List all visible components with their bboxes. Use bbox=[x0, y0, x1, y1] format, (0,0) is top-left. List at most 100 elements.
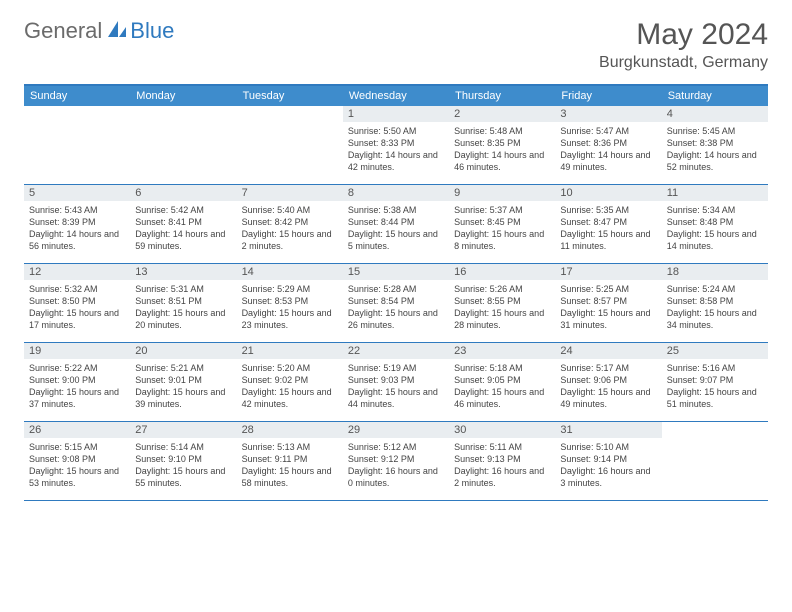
daylight-text: Daylight: 15 hours and 26 minutes. bbox=[348, 307, 444, 331]
day-body: Sunrise: 5:26 AMSunset: 8:55 PMDaylight:… bbox=[449, 280, 555, 336]
sunset-text: Sunset: 9:07 PM bbox=[667, 374, 763, 386]
day-body: Sunrise: 5:15 AMSunset: 9:08 PMDaylight:… bbox=[24, 438, 130, 494]
sunrise-text: Sunrise: 5:12 AM bbox=[348, 441, 444, 453]
day-cell: 12Sunrise: 5:32 AMSunset: 8:50 PMDayligh… bbox=[24, 264, 130, 342]
daylight-text: Daylight: 15 hours and 11 minutes. bbox=[560, 228, 656, 252]
day-cell: 31Sunrise: 5:10 AMSunset: 9:14 PMDayligh… bbox=[555, 422, 661, 500]
sunrise-text: Sunrise: 5:26 AM bbox=[454, 283, 550, 295]
day-cell: 30Sunrise: 5:11 AMSunset: 9:13 PMDayligh… bbox=[449, 422, 555, 500]
sunset-text: Sunset: 9:11 PM bbox=[242, 453, 338, 465]
sunset-text: Sunset: 8:42 PM bbox=[242, 216, 338, 228]
daylight-text: Daylight: 14 hours and 52 minutes. bbox=[667, 149, 763, 173]
sunrise-text: Sunrise: 5:10 AM bbox=[560, 441, 656, 453]
day-body: Sunrise: 5:22 AMSunset: 9:00 PMDaylight:… bbox=[24, 359, 130, 415]
daylight-text: Daylight: 15 hours and 42 minutes. bbox=[242, 386, 338, 410]
day-number: 24 bbox=[555, 343, 661, 359]
day-number bbox=[237, 106, 343, 122]
dayhead: Sunday bbox=[24, 86, 130, 106]
sunrise-text: Sunrise: 5:22 AM bbox=[29, 362, 125, 374]
day-body: Sunrise: 5:31 AMSunset: 8:51 PMDaylight:… bbox=[130, 280, 236, 336]
daylight-text: Daylight: 15 hours and 5 minutes. bbox=[348, 228, 444, 252]
day-body: Sunrise: 5:37 AMSunset: 8:45 PMDaylight:… bbox=[449, 201, 555, 257]
daylight-text: Daylight: 15 hours and 28 minutes. bbox=[454, 307, 550, 331]
week-row: 19Sunrise: 5:22 AMSunset: 9:00 PMDayligh… bbox=[24, 343, 768, 422]
day-number: 5 bbox=[24, 185, 130, 201]
sunset-text: Sunset: 9:12 PM bbox=[348, 453, 444, 465]
day-cell bbox=[24, 106, 130, 184]
day-cell: 21Sunrise: 5:20 AMSunset: 9:02 PMDayligh… bbox=[237, 343, 343, 421]
daylight-text: Daylight: 15 hours and 49 minutes. bbox=[560, 386, 656, 410]
sunset-text: Sunset: 8:55 PM bbox=[454, 295, 550, 307]
daylight-text: Daylight: 16 hours and 2 minutes. bbox=[454, 465, 550, 489]
daylight-text: Daylight: 15 hours and 20 minutes. bbox=[135, 307, 231, 331]
daylight-text: Daylight: 14 hours and 46 minutes. bbox=[454, 149, 550, 173]
day-body: Sunrise: 5:18 AMSunset: 9:05 PMDaylight:… bbox=[449, 359, 555, 415]
day-cell: 9Sunrise: 5:37 AMSunset: 8:45 PMDaylight… bbox=[449, 185, 555, 263]
day-cell: 4Sunrise: 5:45 AMSunset: 8:38 PMDaylight… bbox=[662, 106, 768, 184]
title-block: May 2024 Burgkunstadt, Germany bbox=[599, 18, 768, 72]
daylight-text: Daylight: 14 hours and 59 minutes. bbox=[135, 228, 231, 252]
day-number: 17 bbox=[555, 264, 661, 280]
day-number: 4 bbox=[662, 106, 768, 122]
sunset-text: Sunset: 8:53 PM bbox=[242, 295, 338, 307]
day-number: 22 bbox=[343, 343, 449, 359]
day-number: 3 bbox=[555, 106, 661, 122]
day-number: 26 bbox=[24, 422, 130, 438]
day-number bbox=[662, 422, 768, 438]
daylight-text: Daylight: 16 hours and 3 minutes. bbox=[560, 465, 656, 489]
day-body: Sunrise: 5:29 AMSunset: 8:53 PMDaylight:… bbox=[237, 280, 343, 336]
day-body: Sunrise: 5:11 AMSunset: 9:13 PMDaylight:… bbox=[449, 438, 555, 494]
day-cell: 10Sunrise: 5:35 AMSunset: 8:47 PMDayligh… bbox=[555, 185, 661, 263]
sunrise-text: Sunrise: 5:21 AM bbox=[135, 362, 231, 374]
sunrise-text: Sunrise: 5:48 AM bbox=[454, 125, 550, 137]
day-cell: 11Sunrise: 5:34 AMSunset: 8:48 PMDayligh… bbox=[662, 185, 768, 263]
dayhead: Monday bbox=[130, 86, 236, 106]
sunrise-text: Sunrise: 5:43 AM bbox=[29, 204, 125, 216]
sunset-text: Sunset: 8:58 PM bbox=[667, 295, 763, 307]
day-number: 19 bbox=[24, 343, 130, 359]
day-number: 8 bbox=[343, 185, 449, 201]
dayhead: Thursday bbox=[449, 86, 555, 106]
dayhead: Saturday bbox=[662, 86, 768, 106]
day-body: Sunrise: 5:12 AMSunset: 9:12 PMDaylight:… bbox=[343, 438, 449, 494]
daylight-text: Daylight: 15 hours and 39 minutes. bbox=[135, 386, 231, 410]
sunset-text: Sunset: 8:57 PM bbox=[560, 295, 656, 307]
sunset-text: Sunset: 9:00 PM bbox=[29, 374, 125, 386]
day-cell: 1Sunrise: 5:50 AMSunset: 8:33 PMDaylight… bbox=[343, 106, 449, 184]
day-body: Sunrise: 5:38 AMSunset: 8:44 PMDaylight:… bbox=[343, 201, 449, 257]
sunrise-text: Sunrise: 5:17 AM bbox=[560, 362, 656, 374]
dayhead: Friday bbox=[555, 86, 661, 106]
logo-text-general: General bbox=[24, 18, 102, 44]
week-row: 5Sunrise: 5:43 AMSunset: 8:39 PMDaylight… bbox=[24, 185, 768, 264]
day-cell: 15Sunrise: 5:28 AMSunset: 8:54 PMDayligh… bbox=[343, 264, 449, 342]
week-row: 26Sunrise: 5:15 AMSunset: 9:08 PMDayligh… bbox=[24, 422, 768, 501]
sunrise-text: Sunrise: 5:42 AM bbox=[135, 204, 231, 216]
sunset-text: Sunset: 9:14 PM bbox=[560, 453, 656, 465]
day-body: Sunrise: 5:10 AMSunset: 9:14 PMDaylight:… bbox=[555, 438, 661, 494]
day-body: Sunrise: 5:40 AMSunset: 8:42 PMDaylight:… bbox=[237, 201, 343, 257]
sunset-text: Sunset: 9:02 PM bbox=[242, 374, 338, 386]
day-body: Sunrise: 5:16 AMSunset: 9:07 PMDaylight:… bbox=[662, 359, 768, 415]
day-number: 30 bbox=[449, 422, 555, 438]
sunset-text: Sunset: 8:38 PM bbox=[667, 137, 763, 149]
day-body: Sunrise: 5:35 AMSunset: 8:47 PMDaylight:… bbox=[555, 201, 661, 257]
sunrise-text: Sunrise: 5:11 AM bbox=[454, 441, 550, 453]
daylight-text: Daylight: 16 hours and 0 minutes. bbox=[348, 465, 444, 489]
day-body: Sunrise: 5:17 AMSunset: 9:06 PMDaylight:… bbox=[555, 359, 661, 415]
day-cell: 24Sunrise: 5:17 AMSunset: 9:06 PMDayligh… bbox=[555, 343, 661, 421]
location: Burgkunstadt, Germany bbox=[599, 54, 768, 72]
sunrise-text: Sunrise: 5:25 AM bbox=[560, 283, 656, 295]
day-cell: 14Sunrise: 5:29 AMSunset: 8:53 PMDayligh… bbox=[237, 264, 343, 342]
daylight-text: Daylight: 14 hours and 42 minutes. bbox=[348, 149, 444, 173]
daylight-text: Daylight: 15 hours and 34 minutes. bbox=[667, 307, 763, 331]
header: General Blue May 2024 Burgkunstadt, Germ… bbox=[0, 0, 792, 78]
day-cell: 17Sunrise: 5:25 AMSunset: 8:57 PMDayligh… bbox=[555, 264, 661, 342]
day-number: 18 bbox=[662, 264, 768, 280]
day-body: Sunrise: 5:48 AMSunset: 8:35 PMDaylight:… bbox=[449, 122, 555, 178]
day-cell: 13Sunrise: 5:31 AMSunset: 8:51 PMDayligh… bbox=[130, 264, 236, 342]
day-body: Sunrise: 5:34 AMSunset: 8:48 PMDaylight:… bbox=[662, 201, 768, 257]
weeks-container: 1Sunrise: 5:50 AMSunset: 8:33 PMDaylight… bbox=[24, 106, 768, 501]
sunset-text: Sunset: 8:41 PM bbox=[135, 216, 231, 228]
day-number: 6 bbox=[130, 185, 236, 201]
sunrise-text: Sunrise: 5:14 AM bbox=[135, 441, 231, 453]
